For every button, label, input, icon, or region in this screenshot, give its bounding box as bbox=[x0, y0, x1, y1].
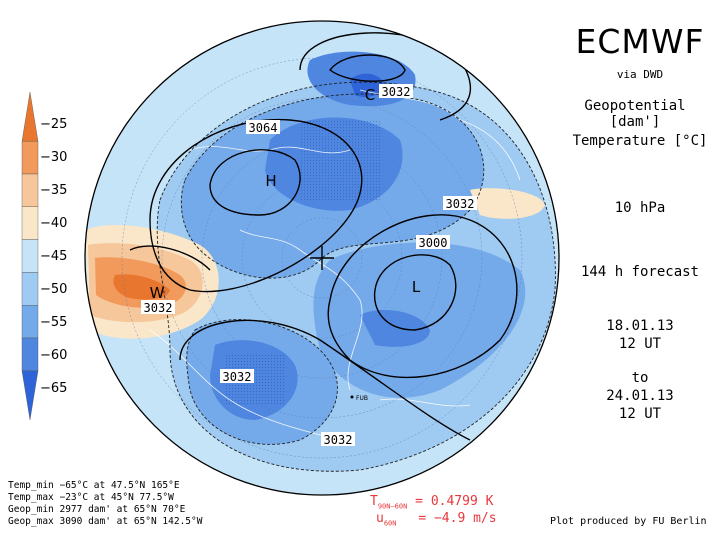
contour-label-bg bbox=[246, 120, 280, 134]
colorbar-label: −25 bbox=[40, 117, 68, 132]
diagnostic-t-value: = 0.4799 K bbox=[415, 494, 494, 509]
pressure-center-label: H bbox=[265, 172, 276, 190]
contour-label-bg bbox=[443, 196, 477, 210]
credit-line: Plot produced by FU Berlin bbox=[550, 516, 707, 527]
to-label: to bbox=[631, 370, 649, 386]
diagnostic-wind: u60N = −4.9 m/s bbox=[376, 511, 497, 528]
contour-label: 3032 bbox=[144, 301, 173, 315]
contour-label-bg bbox=[416, 235, 450, 249]
valid-time: 12 UT bbox=[618, 406, 662, 422]
colorbar-swatch bbox=[21, 305, 39, 339]
pressure-center-label: W bbox=[150, 284, 165, 302]
contour-label: 3000 bbox=[419, 236, 448, 250]
stat-geop-min: Geop_min 2977 dam' at 65°N 70°E bbox=[8, 504, 186, 515]
colorbar-swatch bbox=[21, 239, 39, 273]
contour-label: 3032 bbox=[382, 85, 411, 99]
pressure-level: 10 hPa bbox=[614, 200, 666, 216]
colorbar-label: −45 bbox=[40, 249, 68, 264]
contour-label: 3032 bbox=[324, 433, 353, 447]
diagnostic-u-value: = −4.9 m/s bbox=[418, 511, 497, 526]
contour-label: 3032 bbox=[223, 370, 252, 384]
forecast-lead: 144 h forecast bbox=[580, 264, 699, 280]
colorbar-swatch bbox=[21, 173, 39, 207]
contour-label-bg bbox=[141, 300, 175, 314]
colorbar-label: −35 bbox=[40, 183, 68, 198]
contour-label-bg bbox=[379, 84, 413, 98]
stat-geop-max: Geop_max 3090 dam' at 65°N 142.5°W bbox=[8, 516, 203, 527]
stat-temp-max: Temp_max −23°C at 45°N 77.5°W bbox=[8, 492, 174, 503]
diagnostic-u-subscript: 60N bbox=[383, 519, 397, 528]
station-label: FUB bbox=[356, 395, 368, 402]
init-date: 18.01.13 bbox=[606, 318, 674, 334]
colorbar-label: −55 bbox=[40, 315, 68, 330]
model-title: ECMWF bbox=[575, 22, 705, 61]
stat-temp-min: Temp_min −65°C at 47.5°N 165°E bbox=[8, 480, 180, 491]
variable-temperature: Temperature [°C] bbox=[572, 133, 708, 149]
colorbar-label: −60 bbox=[40, 348, 68, 363]
init-time: 12 UT bbox=[618, 336, 662, 352]
colorbar-swatch bbox=[21, 140, 39, 175]
colorbar-label: −40 bbox=[40, 216, 68, 231]
source-label: via DWD bbox=[616, 68, 664, 81]
contour-label-bg bbox=[321, 432, 355, 446]
colorbar-label: −50 bbox=[40, 282, 68, 297]
contour-label: 3032 bbox=[446, 197, 475, 211]
diagnostic-t-subscript: 90N–60N bbox=[377, 502, 408, 511]
colorbar-swatch bbox=[21, 370, 39, 421]
colorbar-label: −30 bbox=[40, 150, 68, 165]
contour-label: 3064 bbox=[249, 121, 278, 135]
colorbar-label: −65 bbox=[40, 381, 68, 396]
variable-geopotential: Geopotential [dam'] bbox=[584, 98, 686, 130]
colorbar bbox=[21, 91, 39, 421]
valid-date: 24.01.13 bbox=[606, 388, 674, 404]
diagnostic-u-symbol: u bbox=[376, 511, 384, 526]
map-disk bbox=[85, 21, 559, 495]
colorbar-swatch bbox=[21, 337, 39, 371]
pressure-center-label: C bbox=[365, 86, 375, 104]
colorbar-swatch bbox=[21, 272, 39, 306]
pressure-center-label: L bbox=[412, 278, 421, 296]
colorbar-swatch bbox=[21, 206, 39, 240]
diagnostic-temperature: T90N–60N = 0.4799 K bbox=[370, 494, 493, 511]
diagnostic-t-symbol: T bbox=[370, 494, 378, 509]
contour-label-bg bbox=[220, 369, 254, 383]
colorbar-swatch bbox=[21, 91, 39, 142]
